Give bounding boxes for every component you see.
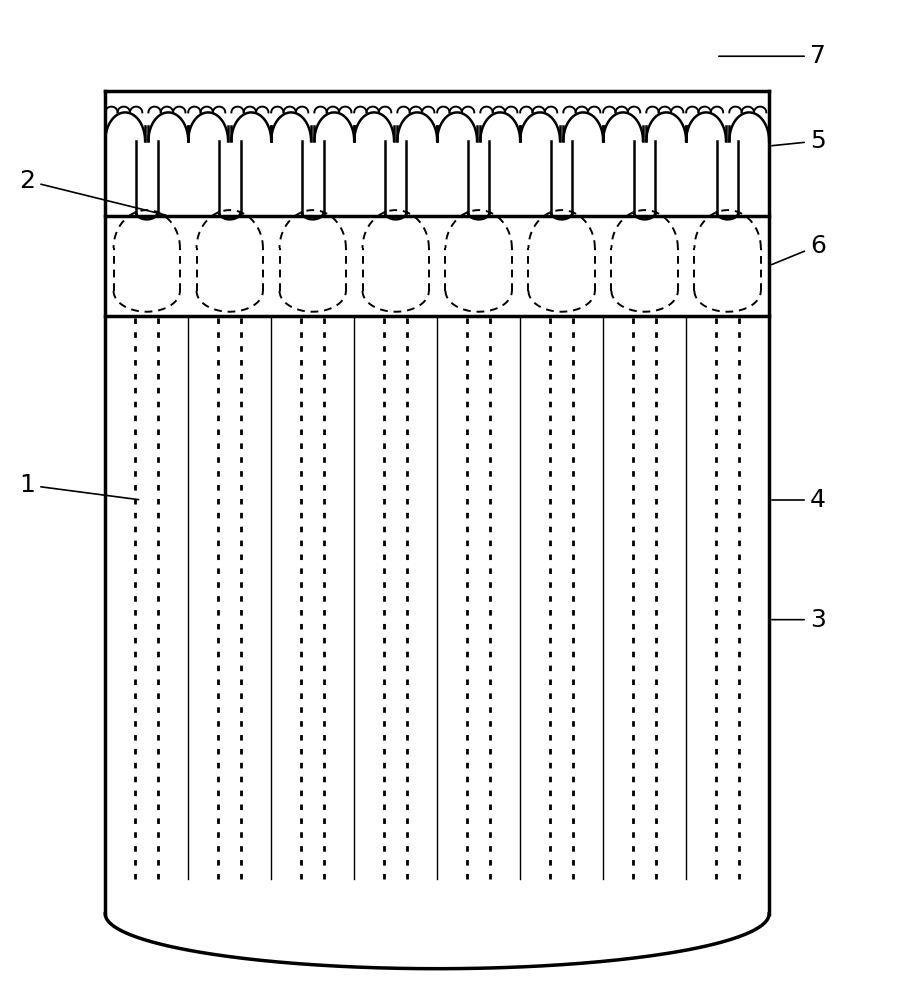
Text: 6: 6 <box>772 234 825 265</box>
Text: 4: 4 <box>772 488 825 512</box>
Text: 2: 2 <box>19 169 166 215</box>
Text: 7: 7 <box>718 44 825 68</box>
Text: 5: 5 <box>772 129 825 153</box>
Text: 3: 3 <box>772 608 825 632</box>
Text: 1: 1 <box>19 473 139 500</box>
